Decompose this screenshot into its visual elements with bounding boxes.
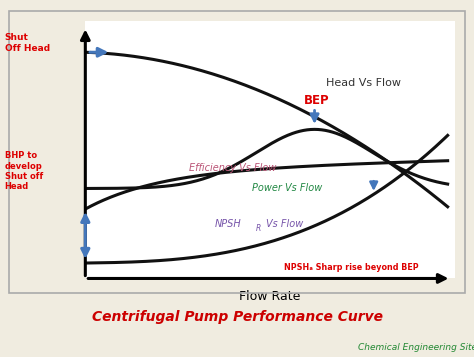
Text: Efficiency Vs Flow: Efficiency Vs Flow [189, 162, 276, 172]
Text: Shut
Off Head: Shut Off Head [5, 33, 50, 52]
Text: BHP to
develop
Shut off
Head: BHP to develop Shut off Head [5, 151, 43, 191]
Text: NPSH: NPSH [215, 219, 241, 229]
Text: R: R [256, 224, 261, 233]
Text: Power Vs Flow: Power Vs Flow [252, 183, 322, 193]
Text: BEP: BEP [303, 94, 329, 107]
Text: Centrifugal Pump Performance Curve: Centrifugal Pump Performance Curve [91, 310, 383, 324]
Text: Head Vs Flow: Head Vs Flow [326, 78, 401, 88]
Text: Flow Rate: Flow Rate [239, 290, 301, 303]
Text: NPSHₐ Sharp rise beyond BEP: NPSHₐ Sharp rise beyond BEP [284, 263, 419, 272]
Text: Chemical Engineering Site: Chemical Engineering Site [357, 343, 474, 352]
Text: Vs Flow: Vs Flow [266, 219, 304, 229]
